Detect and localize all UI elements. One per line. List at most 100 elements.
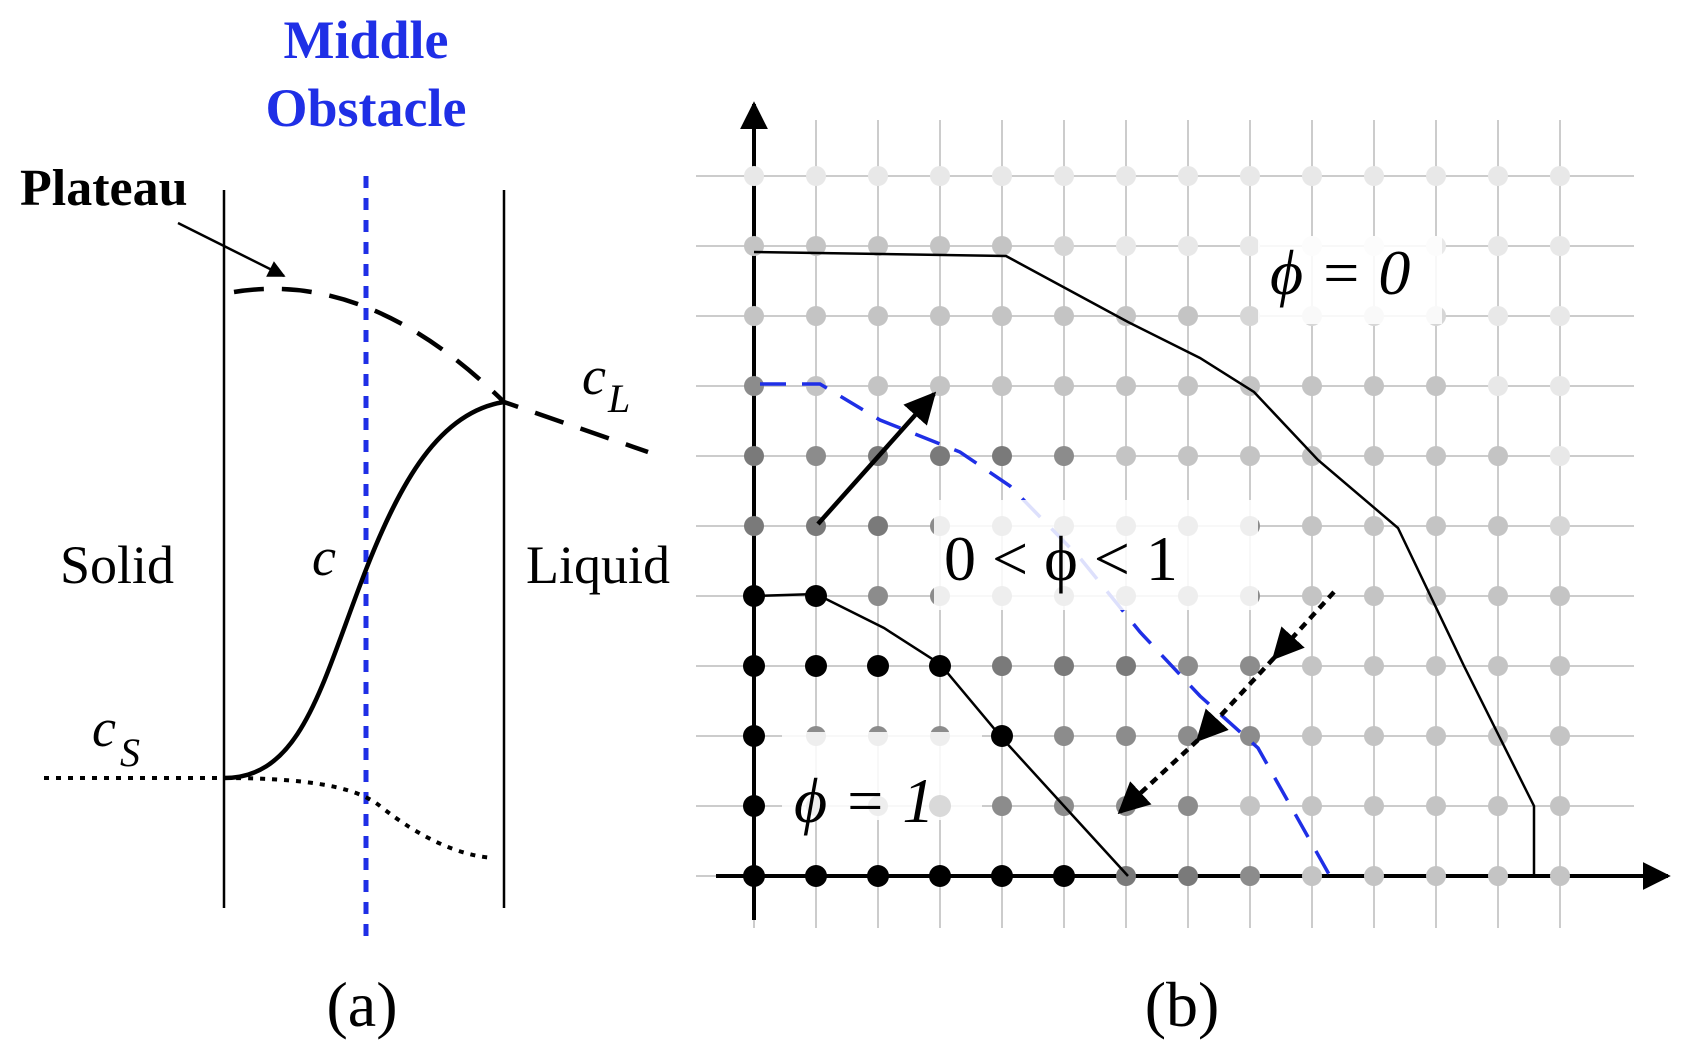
grid-node xyxy=(805,655,827,677)
grid-node xyxy=(1426,516,1446,536)
grid-node xyxy=(1302,166,1322,186)
grid-node xyxy=(868,236,888,256)
grid-node xyxy=(1488,516,1508,536)
grid-node xyxy=(930,446,950,466)
c-label: c xyxy=(312,527,336,587)
grid-node xyxy=(868,166,888,186)
grid-node xyxy=(1178,306,1198,326)
grid-node xyxy=(806,166,826,186)
grid-node xyxy=(1550,866,1570,886)
grid-node xyxy=(1364,166,1384,186)
phi1-label: ϕ = 1 xyxy=(794,765,934,836)
grid-node xyxy=(743,725,765,747)
grid-node xyxy=(1054,656,1074,676)
grid-node xyxy=(1116,656,1136,676)
grid-node xyxy=(930,236,950,256)
grid-node xyxy=(1054,376,1074,396)
grid-node xyxy=(744,166,764,186)
grid-node xyxy=(1426,726,1446,746)
grid-node xyxy=(868,306,888,326)
grid-node xyxy=(806,236,826,256)
grid-node xyxy=(1364,796,1384,816)
grid-node xyxy=(744,376,764,396)
grid-node xyxy=(1116,866,1136,886)
grid-node xyxy=(992,376,1012,396)
grid-node xyxy=(1302,866,1322,886)
grid-node xyxy=(867,655,889,677)
grid-node xyxy=(1302,726,1322,746)
cS-dotted-curve xyxy=(44,776,495,860)
grid-node xyxy=(1364,446,1384,466)
grid-node xyxy=(1116,376,1136,396)
cS-label-base: c xyxy=(92,698,116,758)
grid-node xyxy=(992,796,1012,816)
grid-node xyxy=(1240,656,1260,676)
grid-node xyxy=(806,446,826,466)
grid-node xyxy=(1178,866,1198,886)
grid-node xyxy=(1116,726,1136,746)
concentration-curve xyxy=(223,399,505,781)
grid-node xyxy=(1302,376,1322,396)
grid-node xyxy=(1364,586,1384,606)
grid-node xyxy=(1364,516,1384,536)
panel-a: Middle Obstacle Plateau Solid Liquid c c… xyxy=(20,10,670,1040)
phi0-contour xyxy=(753,250,1536,876)
grid-node xyxy=(1426,656,1446,676)
grid-node xyxy=(1550,656,1570,676)
grid-node xyxy=(744,446,764,466)
grid-node xyxy=(1178,726,1198,746)
dotted-arrow-upper xyxy=(1271,590,1336,661)
grid-node xyxy=(930,376,950,396)
grid-node xyxy=(1488,236,1508,256)
grid-node xyxy=(744,306,764,326)
grid-node xyxy=(992,446,1012,466)
plateau-label: Plateau xyxy=(20,160,188,217)
grid-node xyxy=(1116,236,1136,256)
grid-node xyxy=(1364,376,1384,396)
phi-mid-label-bg xyxy=(934,500,1258,610)
middle-obstacle-contour xyxy=(760,382,1332,877)
grid-node xyxy=(868,376,888,396)
grid-node xyxy=(1488,586,1508,606)
grid-node xyxy=(1178,236,1198,256)
grid-node xyxy=(1240,166,1260,186)
solid-label: Solid xyxy=(60,535,174,595)
grid-node xyxy=(1488,306,1508,326)
grid-node xyxy=(805,585,827,607)
cL-dashed-curve xyxy=(233,286,649,455)
grid-node xyxy=(991,865,1013,887)
grid-node xyxy=(1178,656,1198,676)
grid-node xyxy=(867,865,889,887)
grid-node xyxy=(1240,446,1260,466)
grid-node xyxy=(1550,726,1570,746)
dotted-arrow-middle xyxy=(1195,656,1276,743)
cL-label-base: c xyxy=(582,346,606,406)
grid-node xyxy=(1426,446,1446,466)
grid-node xyxy=(1488,446,1508,466)
obstacle-title-line2: Obstacle xyxy=(266,78,467,138)
grid-node xyxy=(743,655,765,677)
grid-node xyxy=(806,306,826,326)
grid-node xyxy=(1550,516,1570,536)
panel-b: ϕ = 0 0 < ϕ < 1 ϕ = 1 (b) xyxy=(696,101,1671,1040)
grid-node xyxy=(929,865,951,887)
grid-node xyxy=(1302,446,1322,466)
grid-node xyxy=(868,516,888,536)
grid-node xyxy=(1054,306,1074,326)
grid-node xyxy=(1178,446,1198,466)
grid-node xyxy=(1178,796,1198,816)
grid-node xyxy=(1550,166,1570,186)
grid-node xyxy=(806,376,826,396)
grid-node xyxy=(1488,796,1508,816)
grid-node xyxy=(1426,376,1446,396)
grid-node xyxy=(743,795,765,817)
grid-node xyxy=(1240,306,1260,326)
grid-node xyxy=(1488,656,1508,676)
grid-node xyxy=(930,306,950,326)
grid-node xyxy=(992,236,1012,256)
cS-label-sub: S xyxy=(120,730,140,775)
grid-node xyxy=(1550,586,1570,606)
grid-node xyxy=(1364,726,1384,746)
grid-node xyxy=(1178,166,1198,186)
